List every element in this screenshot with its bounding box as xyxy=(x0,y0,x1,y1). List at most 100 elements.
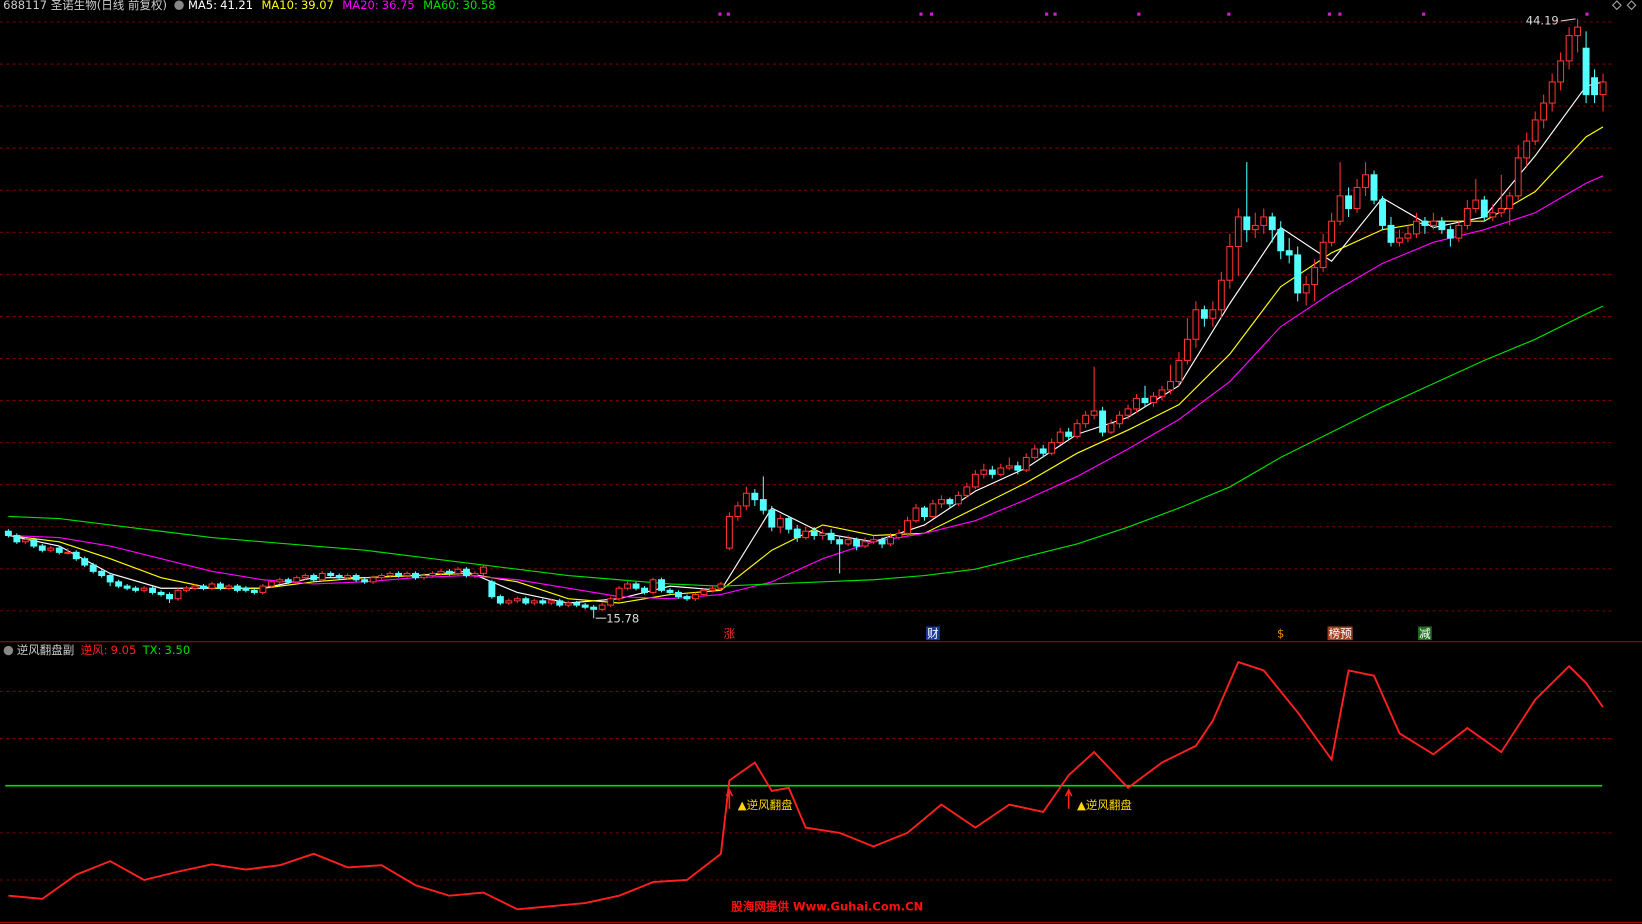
candle-body xyxy=(641,587,649,593)
event-marker: 财 xyxy=(926,626,940,640)
candle-body xyxy=(412,572,419,579)
candle-body xyxy=(1005,465,1013,469)
candle-body xyxy=(793,528,801,539)
indicator-line xyxy=(8,660,1604,911)
legend-value: 30.58 xyxy=(463,0,496,12)
candle-body xyxy=(751,492,759,501)
candle-body xyxy=(1514,157,1522,197)
candle-body xyxy=(166,594,173,600)
event-bg xyxy=(926,626,940,641)
dot xyxy=(1327,12,1331,16)
candle-body xyxy=(708,587,716,591)
candle-body xyxy=(327,572,335,577)
candle-body xyxy=(683,596,691,600)
candle-body xyxy=(1234,216,1242,248)
candle-body xyxy=(827,532,835,541)
candle-body xyxy=(776,518,784,528)
candle-body xyxy=(454,568,462,574)
candle-body xyxy=(963,486,971,496)
candle-body xyxy=(1022,456,1030,471)
candle-body xyxy=(1455,224,1463,239)
candle-body xyxy=(1429,220,1437,226)
candle-body xyxy=(1421,220,1429,226)
candle-body xyxy=(1150,395,1157,404)
candle-body xyxy=(522,598,530,604)
candle-body xyxy=(395,572,403,577)
candle-body xyxy=(1082,414,1090,425)
candle-body xyxy=(742,492,750,507)
candle-body xyxy=(1268,216,1276,231)
candle-body xyxy=(1463,208,1471,226)
candle-body xyxy=(208,583,216,589)
candle-body xyxy=(479,566,487,574)
signal-label: ▲逆风翻盘 xyxy=(738,798,793,812)
dot xyxy=(1338,12,1342,16)
candle-body xyxy=(1387,224,1395,243)
candle-body xyxy=(462,568,470,577)
candle-body xyxy=(1311,267,1319,285)
candle-body xyxy=(1124,408,1132,416)
candle-body xyxy=(1031,448,1039,458)
candle-body xyxy=(658,579,665,591)
candle-body xyxy=(1548,81,1556,104)
candle-body xyxy=(1175,359,1183,383)
event-marker: 涨 xyxy=(722,626,737,640)
candle-body xyxy=(140,587,148,591)
candle-body xyxy=(988,469,996,475)
high-label: 44.19 xyxy=(1526,14,1559,28)
candle-body xyxy=(1294,254,1302,294)
candle-body xyxy=(700,589,708,596)
icon xyxy=(1611,0,1622,11)
candle-body xyxy=(1192,309,1200,340)
candle-body xyxy=(72,551,80,560)
candle-body xyxy=(1472,199,1480,210)
candle-body xyxy=(344,575,352,579)
candle-body xyxy=(1226,245,1234,281)
candle-body xyxy=(912,507,920,522)
legend-value: 9.05 xyxy=(111,643,137,657)
icon xyxy=(174,0,184,10)
candle-body xyxy=(284,579,292,583)
dot xyxy=(919,12,923,16)
candle-body xyxy=(802,530,810,539)
legend-name: MA5: xyxy=(188,0,217,12)
candle-body xyxy=(496,596,504,604)
candle-body xyxy=(38,545,46,551)
candle-body xyxy=(1353,186,1361,210)
legend-value: 39.07 xyxy=(301,0,334,12)
candle-body xyxy=(937,499,945,505)
watermark: 股海网提供 Www.Guhai.Com.CN xyxy=(731,900,923,914)
candle-body xyxy=(887,537,894,545)
candle-body xyxy=(420,575,428,579)
candle-body xyxy=(929,503,937,518)
candle-body xyxy=(1379,199,1386,226)
dot xyxy=(1227,12,1231,16)
event-marker: $ xyxy=(1276,626,1286,641)
event-label: 减 xyxy=(1419,626,1431,640)
candle-body xyxy=(759,499,767,511)
candle-body xyxy=(157,591,165,596)
signal-arrow xyxy=(725,788,734,809)
candle-body xyxy=(1183,338,1191,361)
event-bg xyxy=(1276,626,1286,641)
candle-body xyxy=(666,589,674,593)
candle-body xyxy=(81,558,89,566)
dot xyxy=(929,12,934,16)
candle-body xyxy=(233,585,241,591)
candle-body xyxy=(1362,174,1369,188)
event-bg xyxy=(1418,626,1432,641)
candle-body xyxy=(1141,397,1149,404)
dot xyxy=(1137,12,1141,16)
legend-value: 3.50 xyxy=(165,643,191,657)
event-label: 榜预 xyxy=(1329,626,1353,640)
ma-line xyxy=(8,126,1604,604)
dot xyxy=(1585,12,1589,16)
legend-name: TX: xyxy=(142,643,162,657)
candle-body xyxy=(971,473,979,488)
candle-body xyxy=(183,587,190,591)
candle-body xyxy=(1014,465,1022,471)
candle-body xyxy=(1582,47,1590,96)
